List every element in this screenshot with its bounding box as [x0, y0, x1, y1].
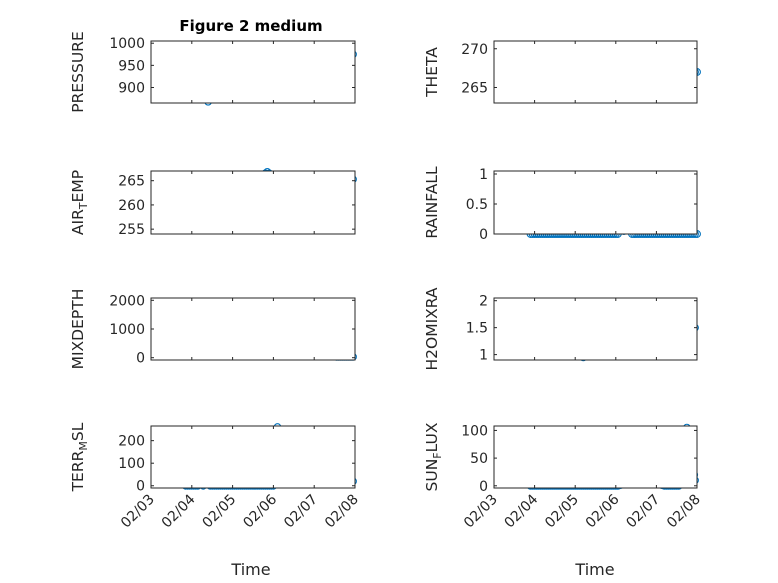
y-axis-label: AIRTEMP — [69, 170, 90, 235]
y-axis-label: SUNFLUX — [423, 422, 444, 491]
y-tick-label: 900 — [118, 81, 145, 97]
axes-frame — [150, 40, 356, 104]
axes-frame — [150, 297, 356, 361]
y-tick-label: 0.5 — [466, 197, 488, 213]
subplot-theta: 265 270 THETA — [423, 40, 701, 104]
y-tick-label: 0 — [479, 227, 488, 243]
y-tick-label: 2000 — [109, 293, 145, 309]
y-tick-label: 270 — [461, 42, 488, 58]
subplot-h2omixra: 1 1.5 2 H2OMIXRA — [423, 287, 699, 371]
y-tick-label: 265 — [461, 81, 488, 97]
axes-frame — [493, 40, 698, 104]
subplot-pressure: 900 950 1000 PRESSURE — [69, 31, 357, 113]
y-tick-label: 50 — [470, 451, 488, 467]
y-axis-label: PRESSURE — [69, 31, 87, 113]
y-tick-label: 0 — [136, 479, 145, 495]
y-tick-label: 0 — [479, 479, 488, 495]
y-tick-label: 255 — [118, 222, 145, 238]
y-axis-label: TERRMSL — [69, 422, 90, 492]
y-tick-label: 265 — [118, 174, 145, 190]
y-tick-label: 1 — [479, 167, 488, 183]
axes-frame — [150, 425, 356, 489]
y-tick-label: 1000 — [109, 36, 145, 52]
y-axis-label: THETA — [423, 47, 441, 98]
axes-frame — [493, 425, 698, 489]
x-axis-label-right: Time — [574, 560, 614, 579]
y-axis-label: MIXDEPTH — [69, 289, 87, 370]
y-axis-label: RAINFALL — [423, 166, 441, 239]
subplot-rainfall: 0 0.5 1 RAINFALL — [423, 166, 701, 243]
y-tick-label: 100 — [118, 456, 145, 472]
y-tick-label: 1.5 — [466, 321, 488, 337]
subplot-air-temp: 255 260 265 AIRTEMP — [69, 168, 357, 238]
x-axis-label-left: Time — [230, 560, 270, 579]
y-tick-label: 200 — [118, 434, 145, 450]
y-tick-label: 1 — [479, 348, 488, 364]
axes-frame — [150, 170, 356, 235]
y-tick-label: 260 — [118, 198, 145, 214]
y-tick-label: 100 — [461, 423, 488, 439]
y-tick-label: 950 — [118, 58, 145, 74]
y-tick-label: 0 — [136, 351, 145, 367]
axes-frame — [493, 297, 698, 361]
axes-frame — [493, 170, 698, 235]
figure-title: Figure 2 medium — [179, 17, 322, 35]
y-axis-label: H2OMIXRA — [423, 287, 441, 370]
subplot-mixdepth: 0 1000 2000 MIXDEPTH — [69, 289, 357, 370]
y-tick-label: 2 — [479, 294, 488, 310]
y-tick-label: 1000 — [109, 322, 145, 338]
